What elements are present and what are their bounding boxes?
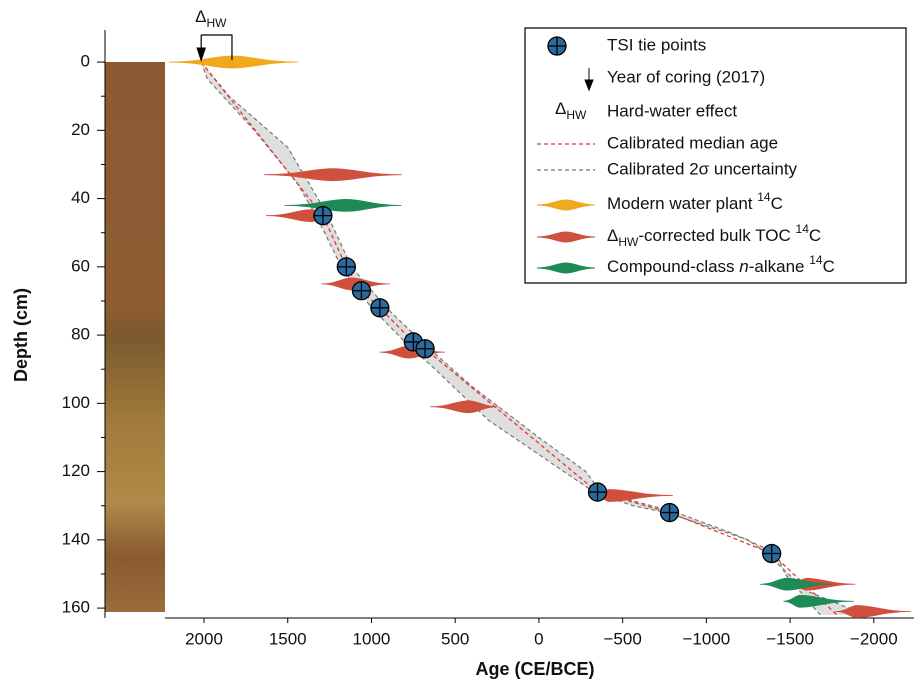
legend-label: ΔHW-corrected bulk TOC 14C [607, 222, 821, 249]
legend-hard-water-symbol: ΔHW [555, 99, 587, 122]
tie-point-cross [352, 281, 371, 300]
x-tick-label: −1500 [766, 629, 814, 648]
legend-label: Modern water plant 14C [607, 190, 783, 213]
tie-point-cross [370, 298, 389, 317]
y-tick-label: 120 [62, 461, 90, 480]
legend-label-part: C [823, 257, 835, 276]
legend-label-part: 14 [796, 222, 810, 236]
age-distribution [430, 400, 499, 414]
x-tick-label: 500 [441, 629, 469, 648]
y-tick-label: 0 [81, 52, 90, 71]
tie-point [370, 298, 390, 318]
legend-label: Compound-class n-alkane 14C [607, 253, 835, 276]
legend-hard-water-symbol-part: HW [566, 108, 587, 122]
hard-water-label: ΔHW [195, 7, 227, 30]
legend-label-part: C [771, 194, 783, 213]
tie-point [351, 281, 372, 301]
uncertainty-line [200, 61, 821, 616]
x-tick-label: −1000 [682, 629, 730, 648]
tie-point-cross [588, 483, 607, 502]
y-tick-label: 100 [62, 393, 90, 412]
legend-label-part: Compound-class [607, 257, 739, 276]
legend-tie-cross [548, 37, 566, 55]
legend-label-part: Δ [607, 226, 618, 245]
coring-arrow [196, 35, 207, 62]
age-distribution [783, 594, 854, 608]
tie-point-cross [313, 206, 332, 225]
legend-label-part: C [809, 226, 821, 245]
legend-label-part: n [739, 257, 748, 276]
y-tick-label: 40 [71, 188, 90, 207]
x-tick-label: 1000 [353, 629, 391, 648]
tie-point-cross [762, 544, 781, 563]
legend-label-part: 14 [809, 253, 823, 267]
legend-label-part: Modern water plant [607, 194, 757, 213]
tie-point [762, 543, 782, 564]
plot-area: 2000 1500 1000 500 0 −500 −1000 −1500 −2000 0 20 40… [62, 7, 914, 648]
legend-hard-water-symbol-part: Δ [555, 99, 566, 118]
legend-distribution [536, 199, 596, 211]
legend-label-part: -alkane [749, 257, 809, 276]
legend-label-part: -corrected bulk TOC [638, 226, 795, 245]
x-tick-label: −500 [603, 629, 641, 648]
tie-point [415, 339, 435, 359]
y-tick-label: 60 [71, 256, 90, 275]
hard-water-bracket [201, 34, 233, 61]
legend-label: Hard-water effect [607, 101, 737, 120]
hard-water-label-part: HW [207, 16, 228, 30]
tie-point [313, 205, 333, 226]
legend-label: TSI tie points [607, 35, 706, 54]
age-distribution [835, 605, 911, 618]
x-tick-label: 2000 [185, 629, 223, 648]
legend-distribution [536, 231, 596, 243]
age-distribution [284, 199, 402, 212]
y-tick-label: 80 [71, 325, 90, 344]
x-axis-label: Age (CE/BCE) [475, 659, 594, 679]
x-tick-label: −2000 [850, 629, 898, 648]
tie-point [336, 257, 356, 277]
x-tick-label: 0 [534, 629, 543, 648]
tie-point [587, 482, 608, 502]
tie-point [659, 502, 680, 523]
y-axis-label: Depth (cm) [11, 288, 31, 382]
legend-coring-arrow [584, 68, 594, 92]
legend-label-part: HW [618, 235, 639, 249]
tie-point-cross [660, 503, 679, 522]
age-distribution [264, 168, 402, 182]
legend-distribution [536, 262, 596, 274]
core-image [105, 62, 165, 612]
age-distribution [168, 55, 298, 69]
legend-label: Year of coring (2017) [607, 67, 765, 86]
y-tick-label: 20 [71, 120, 90, 139]
tie-point-cross [416, 339, 435, 358]
legend-label: Calibrated 2σ uncertainty [607, 159, 798, 178]
y-tick-label: 140 [62, 529, 90, 548]
hard-water-label-part: Δ [195, 7, 206, 26]
age-distribution [379, 345, 446, 359]
legend-label-part: 14 [757, 190, 771, 204]
tie-point-cross [337, 257, 356, 276]
legend-label: Calibrated median age [607, 133, 778, 152]
x-tick-label: 1500 [269, 629, 307, 648]
y-tick-label: 160 [62, 598, 90, 617]
